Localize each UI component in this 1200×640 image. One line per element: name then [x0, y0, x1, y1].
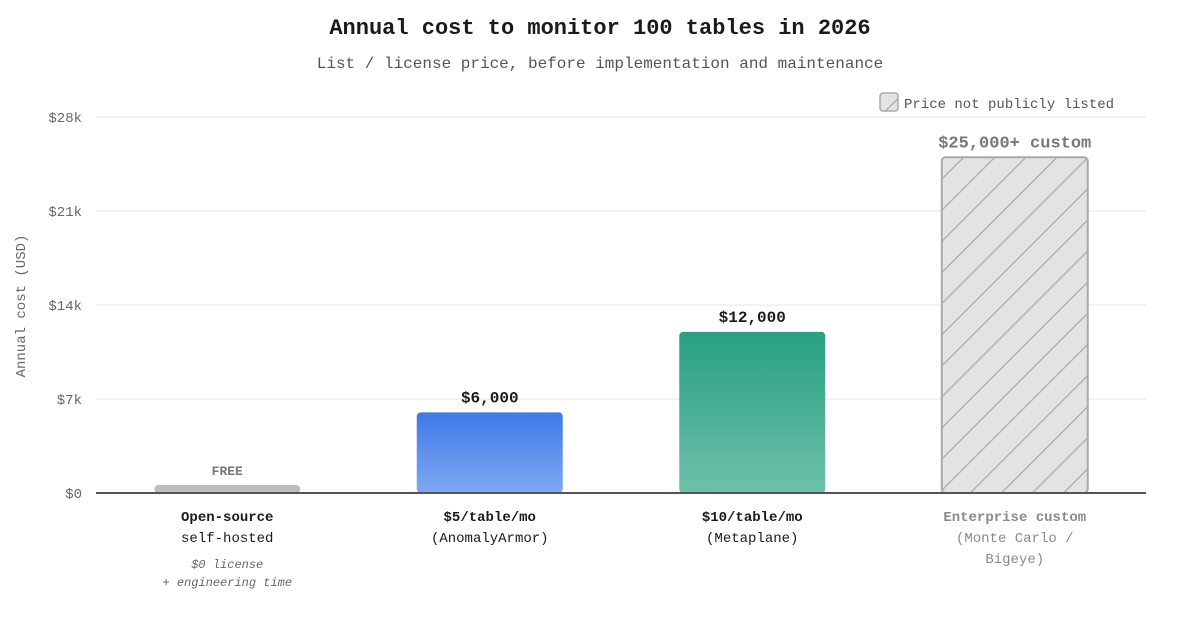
bar: [416, 412, 563, 493]
x-tick-sublabel: Bigeye): [985, 552, 1044, 568]
legend-label: Price not publicly listed: [904, 97, 1114, 113]
bar-value-label: $6,000: [461, 389, 519, 407]
chart-subtitle: List / license price, before implementat…: [316, 55, 884, 73]
bar-value-label: FREE: [212, 464, 243, 479]
x-tick-sublabel: (Monte Carlo /: [956, 531, 1074, 547]
y-tick-label: $14k: [48, 299, 82, 315]
x-tick-label: Open-source: [181, 510, 273, 526]
x-tick-note: $0 license: [191, 558, 263, 572]
x-tick-note: + engineering time: [162, 576, 292, 590]
y-axis-label: Annual cost (USD): [14, 235, 30, 378]
bar: [154, 485, 301, 493]
y-tick-label: $28k: [48, 111, 82, 127]
y-tick-label: $0: [65, 487, 82, 503]
bar: [679, 331, 826, 493]
x-tick-label: $10/table/mo: [702, 510, 803, 526]
x-tick-sublabel: self-hosted: [181, 531, 273, 547]
y-tick-label: $21k: [48, 205, 82, 221]
x-tick-sublabel: (Metaplane): [706, 531, 798, 547]
x-tick-label: $5/table/mo: [444, 510, 536, 526]
y-tick-label: $7k: [57, 393, 82, 409]
x-tick-sublabel: (AnomalyArmor): [431, 531, 549, 547]
legend-swatch: [879, 92, 899, 112]
legend: Price not publicly listed: [879, 92, 1114, 113]
bar: [940, 156, 1089, 495]
chart-title: Annual cost to monitor 100 tables in 202…: [329, 16, 871, 41]
bar-value-label: $25,000+ custom: [938, 134, 1091, 153]
bar-value-label: $12,000: [719, 309, 786, 327]
x-tick-label: Enterprise custom: [943, 510, 1086, 526]
